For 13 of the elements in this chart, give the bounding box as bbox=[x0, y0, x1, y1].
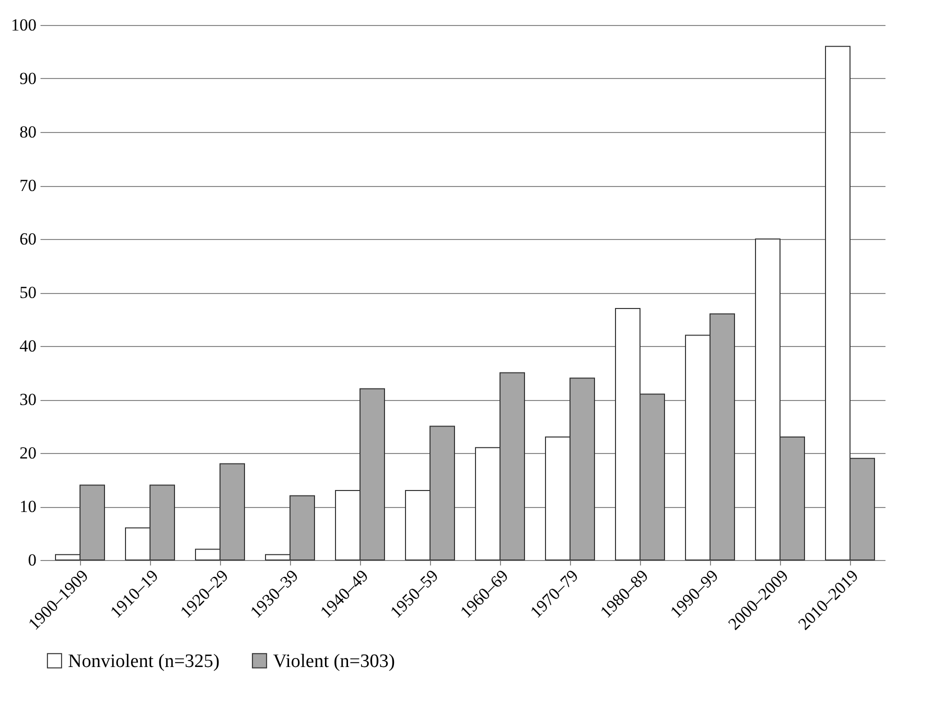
y-tick-label: 60 bbox=[20, 230, 36, 248]
y-tick-label: 20 bbox=[20, 444, 36, 462]
y-tick-label: 50 bbox=[20, 283, 36, 302]
y-tick-label: 0 bbox=[28, 550, 36, 570]
legend-label: Violent (n=303) bbox=[273, 650, 395, 672]
y-tick-label: 80 bbox=[20, 122, 36, 142]
y-tick-label: 10 bbox=[20, 497, 36, 516]
y-tick-label: 90 bbox=[20, 69, 36, 88]
y-tick-label: 40 bbox=[20, 336, 36, 356]
y-tick-label: 30 bbox=[20, 390, 36, 409]
legend-label: Nonviolent (n=325) bbox=[68, 650, 220, 672]
y-tick-label: 70 bbox=[20, 176, 36, 195]
y-tick-label: 100 bbox=[11, 16, 36, 34]
